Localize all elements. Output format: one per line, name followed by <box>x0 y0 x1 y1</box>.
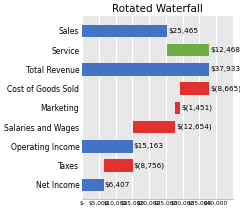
Text: $(1,451): $(1,451) <box>181 105 212 111</box>
Text: $6,407: $6,407 <box>105 182 130 188</box>
Text: $(8,665): $(8,665) <box>210 85 240 92</box>
Text: $12,468: $12,468 <box>210 47 240 53</box>
Bar <box>103 159 133 172</box>
Bar <box>82 25 167 37</box>
Bar <box>167 44 209 56</box>
Bar <box>82 63 209 76</box>
Bar <box>82 179 103 191</box>
Bar <box>82 140 133 153</box>
Bar <box>180 82 209 95</box>
Text: $(12,654): $(12,654) <box>176 124 212 130</box>
Text: $37,933: $37,933 <box>210 66 240 72</box>
Text: $15,163: $15,163 <box>134 143 164 149</box>
Bar <box>175 102 180 114</box>
Bar <box>133 121 175 133</box>
Text: $(8,756): $(8,756) <box>134 162 165 169</box>
Title: Rotated Waterfall: Rotated Waterfall <box>112 4 203 14</box>
Text: $25,465: $25,465 <box>168 28 198 34</box>
